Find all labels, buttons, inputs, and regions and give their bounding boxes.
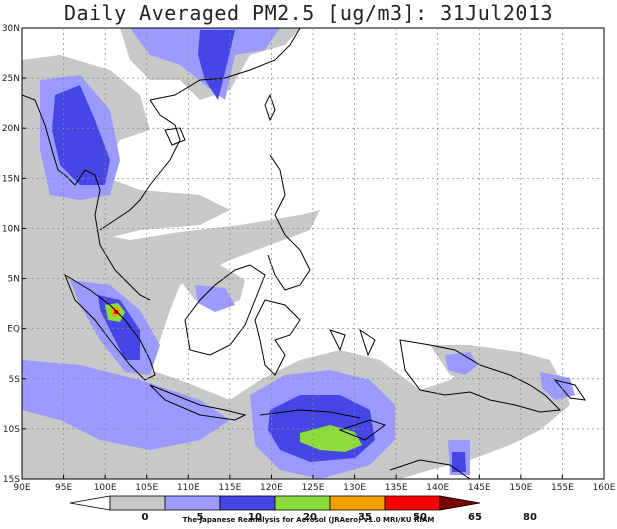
red-sumatra [114, 310, 118, 314]
lon-tick-label: 135E [385, 483, 408, 493]
coast-bismarck [553, 379, 587, 401]
coast-indochina-east [99, 99, 181, 231]
coast-newguinea [399, 339, 562, 413]
lat-tick-label: 20N [2, 124, 20, 134]
colorbar-label: 5 [197, 512, 204, 523]
lon-tick-label: 110E [177, 483, 200, 493]
gridlines [22, 28, 604, 479]
coastlines [22, 28, 587, 479]
green-timor [300, 425, 362, 452]
colorbar-right-arrow [439, 495, 481, 511]
lon-tick-label: 125E [302, 483, 325, 493]
blue-dark-north [198, 30, 235, 100]
blue-light-borneo [195, 285, 235, 312]
axis-ticks: 90E 95E 100E 105E 110E 115E 120E 125E 130E 135E 14… [2, 24, 616, 493]
coast-java [149, 384, 247, 421]
blue-light-southwest [22, 360, 230, 450]
grey-band-sumatra [22, 210, 320, 380]
coast-lesser-sunda [259, 409, 361, 419]
blue-light-banda [445, 352, 478, 375]
pm25-contours [22, 28, 575, 479]
coast-taiwan [264, 93, 276, 122]
lat-tick-label: 5S [9, 375, 21, 385]
lat-tick-label: 15N [2, 174, 20, 184]
colorbar-label: 20 [303, 512, 317, 523]
coast-timor [338, 419, 387, 441]
lon-tick-label: 100E [94, 483, 117, 493]
lat-tick-label: 5N [8, 275, 20, 285]
lon-tick-label: 105E [135, 483, 158, 493]
colorbar-segment [109, 495, 166, 511]
lon-tick-label: 95E [55, 483, 72, 493]
blue-dark-south [452, 452, 466, 472]
colorbar-segment [384, 495, 441, 511]
colorbar-label: 10 [248, 512, 262, 523]
lon-tick-label: 130E [343, 483, 366, 493]
lat-tick-label: 15S [3, 475, 20, 485]
colorbar: 0 5 10 20 35 50 65 80 [69, 495, 537, 523]
map-title: Daily Averaged PM2.5 [ug/m3]: 31Jul2013 [63, 1, 554, 25]
coast-philippines [267, 154, 311, 291]
coast-sulawesi [254, 299, 301, 376]
coast-asia-mainland [22, 94, 151, 301]
lat-tick-label: 25N [2, 74, 20, 84]
lon-tick-label: 120E [260, 483, 283, 493]
coast-borneo [184, 264, 266, 356]
lon-tick-label: 150E [509, 483, 532, 493]
lon-tick-label: 115E [218, 483, 241, 493]
coast-sumatra [63, 273, 156, 381]
lon-tick-label: 140E [426, 483, 449, 493]
blue-dark-indochina [52, 85, 110, 185]
lon-tick-label: 160E [593, 483, 616, 493]
colorbar-label: 65 [468, 512, 482, 523]
lon-tick-label: 155E [551, 483, 574, 493]
colorbar-label: 50 [413, 512, 427, 523]
lat-tick-label: 10S [3, 425, 20, 435]
coast-maluku [329, 328, 376, 357]
colorbar-label: 80 [523, 512, 537, 523]
colorbar-label: 35 [358, 512, 372, 523]
lon-tick-label: 90E [13, 483, 30, 493]
colorbar-segment [274, 495, 331, 511]
colorbar-left-arrow [69, 495, 111, 511]
coast-australia [389, 459, 471, 479]
data-credit: The Japanese Reanalysis for Aerosol (JRA… [182, 516, 435, 524]
lat-tick-label: 10N [2, 224, 20, 234]
colorbar-segment [219, 495, 276, 511]
lon-tick-label: 145E [468, 483, 491, 493]
coast-hainan [164, 127, 186, 146]
coast-china [149, 28, 301, 101]
colorbar-segment [164, 495, 221, 511]
lat-tick-label: 30N [2, 24, 20, 34]
colorbar-label: 0 [142, 512, 149, 523]
colorbar-segment [329, 495, 386, 511]
lat-tick-label: EQ [7, 325, 20, 335]
